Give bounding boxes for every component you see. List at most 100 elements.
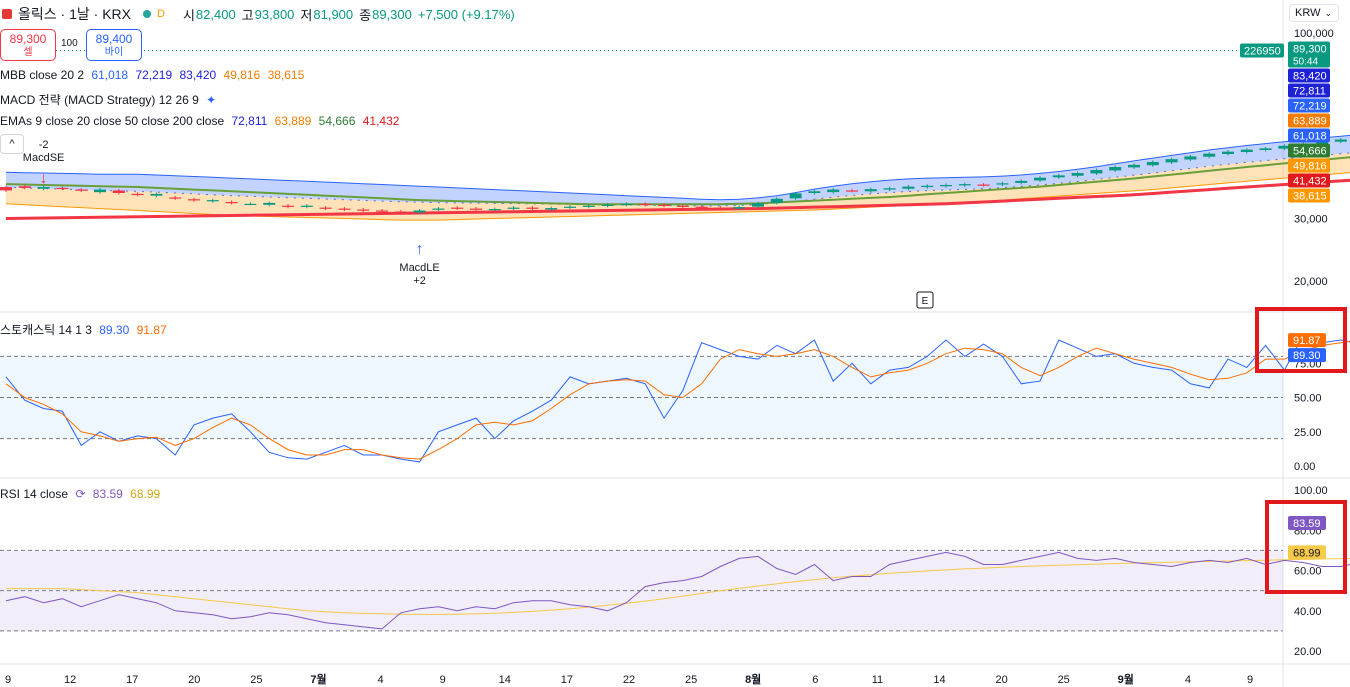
legend-rsi-ma: 68.99	[130, 487, 161, 501]
candle	[1316, 141, 1328, 145]
data-badge[interactable]: D	[156, 8, 165, 20]
price-badge	[1288, 158, 1330, 173]
currency-value: KRW	[1295, 7, 1321, 19]
open-value: 82,400	[195, 6, 236, 22]
low-value: 81,900	[313, 6, 354, 22]
candle	[338, 208, 351, 210]
ema-200-line	[5, 178, 1350, 220]
time-tick-label: 12	[64, 674, 76, 686]
time-tick-label: 14	[933, 674, 945, 686]
rsi-badge-label: 83.59	[1293, 518, 1321, 530]
price-tick-label: 100,000	[1294, 28, 1334, 40]
high-value: 93,800	[254, 6, 295, 22]
candle	[282, 205, 294, 207]
sparkle-icon[interactable]: ✦	[206, 93, 217, 107]
time-tick-label: 20	[188, 674, 200, 686]
candle	[1222, 151, 1234, 155]
candle	[733, 207, 746, 209]
time-tick-label: 7월	[310, 672, 326, 686]
macd-le-number: +2	[413, 275, 426, 287]
legend-rsi-name: RSI 14 close	[0, 487, 69, 501]
earnings-marker-icon	[916, 291, 934, 309]
candle	[225, 201, 238, 204]
market-status-icon[interactable]	[142, 10, 151, 18]
buy-price: 89,400	[95, 32, 133, 46]
time-tick-label: 14	[499, 674, 511, 686]
candle	[1090, 170, 1103, 174]
legend-macd[interactable]: MACD 전략 (MACD Strategy) 12 26 9 ✦	[0, 91, 216, 108]
buy-button[interactable]: 89,400 바이	[86, 29, 142, 61]
price-badge-label: 61,018	[1293, 130, 1327, 142]
candle	[0, 187, 12, 191]
price-tick-label: 20,000	[1294, 276, 1328, 288]
price-badge	[1288, 98, 1330, 113]
bb-upper-fill	[6, 135, 1350, 206]
candle	[488, 209, 501, 211]
volume-badge-label: 226950	[1244, 45, 1281, 57]
time-tick-label: 8월	[745, 672, 761, 686]
candle	[470, 208, 482, 210]
candle	[902, 186, 915, 189]
price-badge	[1288, 173, 1330, 188]
legend-stoch-k: 89.30	[99, 323, 130, 337]
candle	[996, 183, 1009, 185]
time-tick-label: 20	[995, 674, 1007, 686]
price-badge-label: 63,889	[1293, 115, 1327, 127]
candle	[958, 184, 971, 186]
bb-upper-line	[5, 134, 1350, 201]
price-badge-label: 83,420	[1293, 70, 1327, 82]
candle	[1334, 139, 1347, 142]
sell-price: 89,300	[9, 32, 47, 46]
time-tick-label: 6	[812, 674, 818, 686]
rsi-ma-line	[6, 557, 1350, 615]
collapse-legend-button[interactable]: ^	[0, 134, 24, 154]
lines-layer	[0, 49, 1350, 630]
candle	[75, 189, 88, 191]
legend-emas[interactable]: EMAs 9 close 20 close 50 close 200 close…	[0, 114, 399, 128]
legend-rsi-value: 83.59	[92, 487, 123, 501]
candle	[37, 187, 50, 189]
price-badge-label: 49,816	[1293, 160, 1327, 172]
price-badge	[1288, 68, 1330, 83]
arrow-up-icon: ↑	[416, 241, 424, 258]
rsi-tick-label: 100.00	[1294, 485, 1328, 497]
candle	[1240, 149, 1253, 152]
candle	[789, 193, 802, 199]
legend-stoch-d: 91.87	[136, 323, 167, 337]
candle	[244, 203, 257, 206]
symbol-header: 올릭스 · 1날 · KRX D 시 82,400 고 93,800 저 81,…	[0, 3, 521, 25]
time-tick-label: 9월	[1118, 672, 1134, 686]
candle	[695, 206, 708, 208]
rsi-badge	[1288, 516, 1326, 531]
legend-bb-v2: 72,219	[135, 68, 173, 82]
refresh-icon[interactable]: ⟳	[75, 487, 86, 501]
candle	[507, 207, 520, 209]
candle	[940, 184, 952, 187]
sell-button[interactable]: 89,300 셀	[0, 29, 56, 61]
candle	[188, 199, 200, 201]
candle	[582, 205, 595, 207]
legend-emas-v1: 72,811	[231, 114, 268, 128]
candle	[1165, 159, 1178, 163]
bands-layer	[0, 135, 1350, 632]
legend-rsi[interactable]: RSI 14 close ⟳ 83.59 68.99	[0, 487, 160, 501]
symbol-title[interactable]: 올릭스 · 1날 · KRX	[18, 6, 131, 22]
candle	[1071, 173, 1084, 176]
candle	[206, 200, 219, 202]
time-tick-label: 4	[1185, 674, 1191, 686]
quantity-value[interactable]: 100	[61, 38, 78, 49]
price-badge	[1288, 143, 1330, 158]
candle	[451, 207, 464, 209]
legend-bb[interactable]: MBB close 20 2 61,018 72,219 83,420 49,8…	[0, 68, 304, 82]
candle	[394, 211, 407, 213]
time-tick-label: 11	[872, 674, 883, 686]
currency-select[interactable]: KRW ⌄	[1289, 4, 1339, 22]
rsi-tick-label: 60.00	[1294, 566, 1322, 578]
candle	[1184, 156, 1197, 160]
candle	[601, 204, 614, 206]
candle	[977, 184, 990, 186]
candle	[752, 203, 764, 207]
legend-stoch[interactable]: 스토캐스틱 14 1 3 89.30 91.87	[0, 321, 167, 338]
